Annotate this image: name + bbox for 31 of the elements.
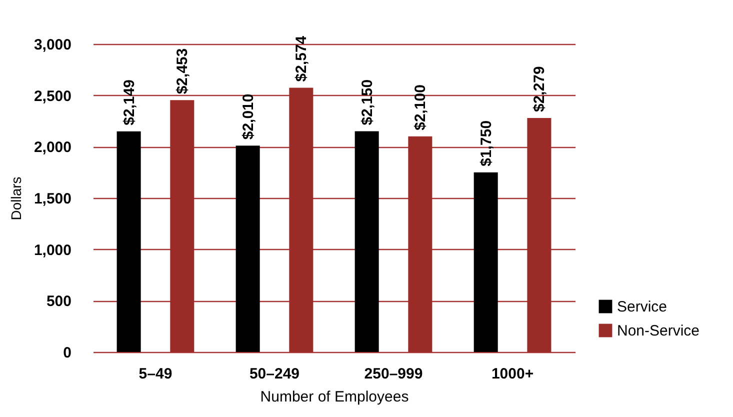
data-label: $2,279 [531, 66, 548, 112]
bar [170, 100, 194, 352]
y-tick-label: 1,500 [34, 190, 72, 208]
y-axis-title: Dollars [8, 176, 24, 220]
bar [408, 136, 432, 352]
x-tick-label: 1000+ [491, 366, 534, 382]
data-label: $1,750 [478, 120, 495, 166]
x-tick-label: 5–49 [138, 366, 172, 382]
legend-label: Non-Service [617, 322, 700, 340]
legend-label: Service [617, 298, 668, 316]
data-label: $2,149 [120, 79, 138, 126]
data-label: $2,574 [293, 35, 310, 82]
y-tick-label: 1,000 [34, 242, 72, 259]
bar [289, 88, 314, 352]
bar [527, 118, 552, 352]
y-tick-label: 3,000 [34, 36, 72, 54]
y-tick-label: 2,500 [34, 88, 72, 105]
bar [354, 131, 379, 352]
y-tick-label: 500 [46, 293, 72, 310]
y-tick-label: 0 [63, 344, 72, 362]
bar [236, 146, 260, 352]
bar [116, 131, 141, 352]
x-tick-label: 50–249 [249, 366, 300, 382]
data-label: $2,010 [240, 94, 257, 140]
data-label: $2,453 [174, 48, 192, 94]
data-label: $2,150 [358, 79, 376, 126]
x-axis-title: Number of Employees [260, 388, 409, 406]
x-tick-label: 250–999 [364, 366, 423, 382]
data-label: $2,100 [412, 84, 430, 130]
bar [474, 172, 498, 352]
y-tick-label: 2,000 [34, 139, 72, 156]
